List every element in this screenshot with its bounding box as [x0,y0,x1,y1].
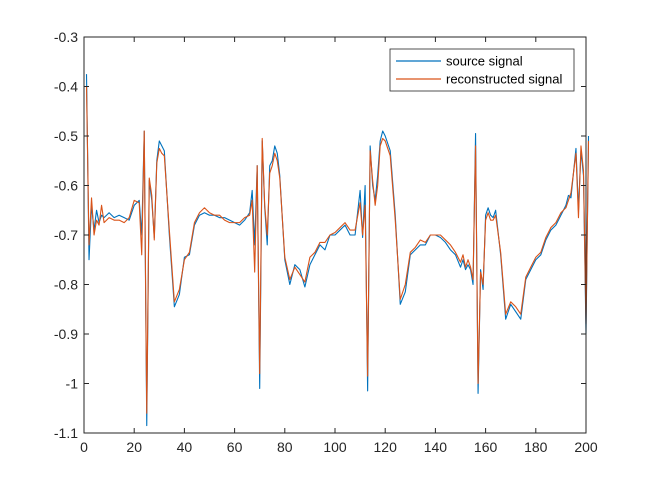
legend-label-source-signal: source signal [446,54,523,69]
y-tick-label: -0.7 [54,227,78,243]
x-tick-label: 60 [227,439,243,455]
legend-box [389,48,575,92]
x-tick-label: 180 [524,439,548,455]
y-tick-label: -1.1 [54,425,78,441]
x-tick-label: 20 [126,439,142,455]
x-tick-label: 80 [277,439,293,455]
x-tick-label: 200 [574,439,598,455]
x-tick-label: 0 [80,439,88,455]
y-tick-label: -0.3 [54,29,78,45]
x-tick-label: 120 [374,439,398,455]
series-layer [85,74,590,427]
x-tick-label: 140 [424,439,448,455]
y-tick-label: -0.6 [54,178,78,194]
ticks-layer: 0 20 40 60 80 100 120 140 160 180 200 -1.1 -1 -0.9 -0.… [54,29,598,455]
x-tick-label: 40 [177,439,193,455]
series-line-reconstructed-signal [85,86,590,414]
plot-frame [83,36,587,434]
y-tick-label: -0.5 [54,128,78,144]
legend: source signal reconstructed signal [389,48,575,92]
legend-label-reconstructed-signal: reconstructed signal [446,72,562,87]
y-tick-label: -0.4 [54,79,78,95]
y-tick-label: -0.9 [54,326,78,342]
x-tick-label: 160 [474,439,498,455]
y-tick-label: -1 [66,376,79,392]
y-tick-label: -0.8 [54,277,78,293]
x-tick-label: 100 [323,439,347,455]
